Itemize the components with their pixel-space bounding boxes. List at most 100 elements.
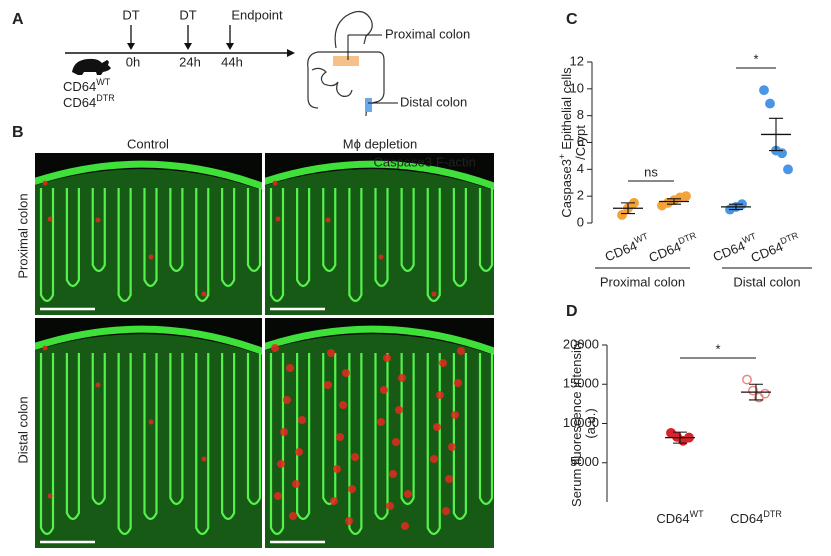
mouse-icon — [72, 58, 111, 75]
panel-letter: C — [566, 11, 578, 28]
y-axis-label-part: Caspase3 — [559, 159, 574, 218]
caspase-signal — [430, 455, 438, 463]
caspase-signal — [298, 416, 306, 424]
label-base: CD64 — [711, 238, 747, 264]
caspase-signal — [330, 497, 338, 505]
data-point — [783, 164, 793, 175]
event-arrowhead — [184, 43, 192, 50]
significance-label: * — [715, 341, 720, 356]
crypt — [348, 353, 363, 536]
error-bar — [749, 383, 763, 401]
timeline-arrowhead — [287, 49, 295, 57]
micrograph — [35, 318, 262, 548]
caspase-signal — [148, 254, 154, 260]
stain-label: Caspase3 — [373, 154, 432, 169]
y-axis-label-part: Epithelial cells — [559, 67, 574, 150]
event-label: Endpoint — [231, 7, 283, 22]
label-sup: WT — [690, 509, 704, 519]
caspase-signal — [333, 465, 341, 473]
crypt — [65, 188, 80, 288]
caspase-signal — [351, 453, 359, 461]
caspase-signal — [95, 382, 101, 388]
crypt — [246, 188, 262, 273]
tissue-edge — [265, 325, 494, 355]
time-label: 44h — [221, 54, 243, 69]
mouse-label: CD64WT — [63, 77, 111, 94]
stain-label: F-actin — [436, 154, 476, 169]
diagram-label: Distal colon — [400, 94, 467, 109]
x-tick-label: CD64WT — [602, 231, 653, 265]
crypt — [39, 353, 55, 536]
label-sup: WT — [96, 77, 110, 87]
caspase-signal — [274, 492, 282, 500]
data-point — [765, 98, 775, 109]
y-tick-label: 0 — [577, 214, 584, 229]
crypt — [117, 353, 132, 536]
column-label: Mϕ depletion — [343, 136, 418, 151]
caspase-signal — [436, 391, 444, 399]
x-tick-label: CD64DTR — [730, 509, 782, 526]
tissue-edge — [35, 160, 262, 190]
x-tick-label: CD64WT — [656, 509, 704, 526]
caspase-signal — [431, 291, 437, 297]
label-sup: WT — [741, 231, 758, 246]
caspase-signal — [380, 386, 388, 394]
caspase-signal — [345, 517, 353, 525]
crypt — [322, 188, 337, 273]
y-axis-label: (a.u.) — [583, 408, 598, 438]
event-label: DT — [122, 7, 139, 22]
crypt — [39, 188, 55, 303]
y-tick-label: 20000 — [563, 336, 599, 351]
caspase-signal — [395, 406, 403, 414]
crypt — [374, 353, 389, 521]
micrograph — [265, 318, 494, 548]
tissue-fill — [265, 169, 494, 315]
caspase-signal — [392, 438, 400, 446]
y-axis-label-part: Serum fluorescence intensity — [569, 340, 584, 507]
y-axis-label-part: (a.u.) — [583, 408, 598, 438]
x-tick-label: CD64DTR — [748, 230, 803, 265]
crypt — [143, 188, 158, 288]
event-label: DT — [179, 7, 196, 22]
row-label: Proximal colon — [15, 193, 30, 278]
error-bar — [769, 117, 783, 152]
crypt — [374, 188, 389, 288]
y-axis-label: Caspase3+ Epithelial cells — [557, 67, 574, 218]
caspase-signal — [289, 512, 297, 520]
crypt — [169, 188, 184, 273]
crypt — [143, 353, 158, 521]
panel-letter: B — [12, 124, 24, 141]
y-tick-label: 6 — [577, 134, 584, 149]
event-arrowhead — [127, 43, 135, 50]
caspase-signal — [42, 180, 48, 186]
group-label: Distal colon — [733, 274, 800, 289]
caspase-signal — [377, 418, 385, 426]
crypt — [478, 353, 494, 506]
micrograph — [265, 153, 494, 315]
caspase-signal — [271, 344, 279, 352]
label-base: CD64 — [647, 239, 683, 265]
y-tick-label: 10 — [570, 80, 584, 95]
crypt — [246, 353, 262, 506]
error-bar — [667, 198, 681, 205]
y-axis-label: /Crypt — [573, 125, 588, 160]
column-label: Control — [127, 136, 169, 151]
y-axis-label-part: + — [557, 154, 567, 159]
crypt — [195, 353, 210, 536]
panel-letter: A — [12, 11, 24, 28]
y-axis-label: Serum fluorescence intensity — [569, 340, 584, 507]
crypt — [400, 353, 415, 506]
crypt — [348, 188, 363, 303]
caspase-signal — [386, 502, 394, 510]
crypt — [296, 353, 311, 521]
tissue-edge — [265, 160, 494, 190]
time-label: 24h — [179, 54, 201, 69]
caspase-signal — [272, 180, 278, 186]
crypt — [195, 188, 210, 303]
caspase-signal — [336, 433, 344, 441]
significance-label: ns — [644, 164, 658, 179]
y-tick-label: 2 — [577, 188, 584, 203]
crypt — [452, 188, 467, 288]
caspase-signal — [398, 374, 406, 382]
